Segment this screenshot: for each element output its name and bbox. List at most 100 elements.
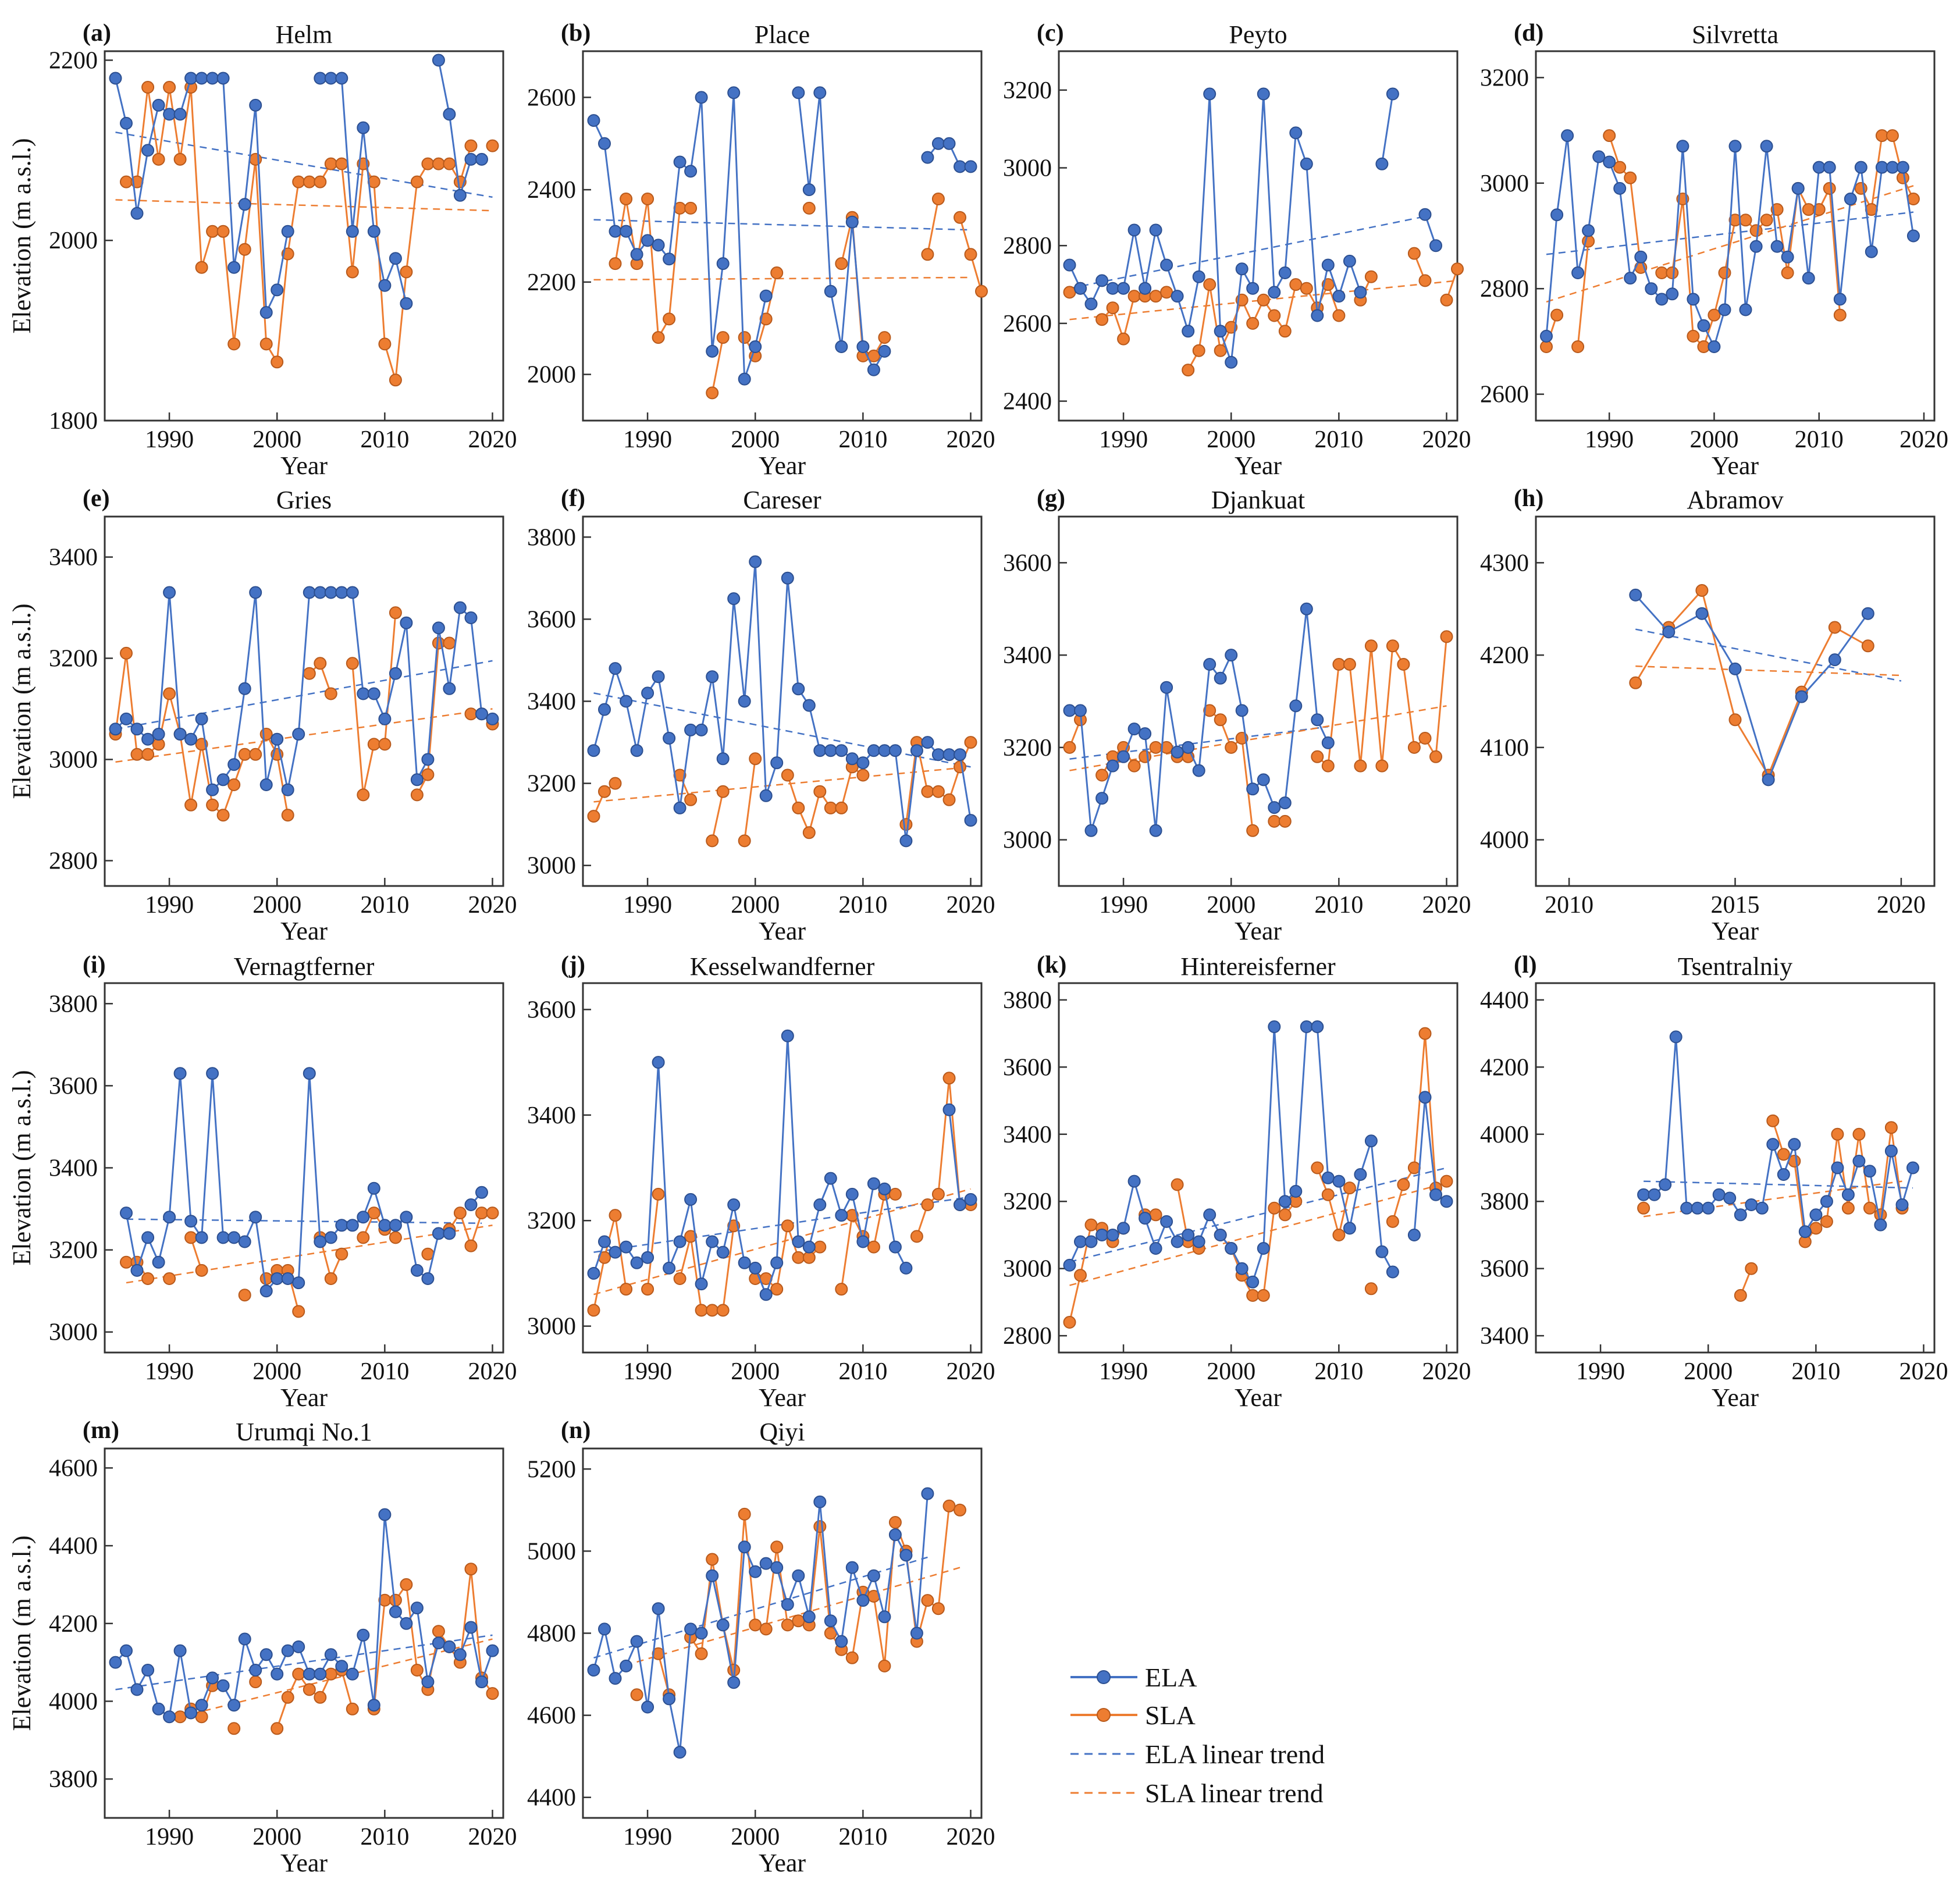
ela-point xyxy=(1139,727,1152,741)
ela-point xyxy=(238,1235,251,1248)
sla-point xyxy=(931,193,945,205)
sla-point xyxy=(716,1304,730,1317)
ela-point xyxy=(1629,588,1642,602)
x-tick-label: 2020 xyxy=(946,1358,995,1385)
sla-point xyxy=(303,1683,316,1696)
x-tick-label: 2000 xyxy=(252,1824,301,1850)
ela-point xyxy=(856,756,870,770)
ela-point xyxy=(1874,1218,1887,1232)
sla-point xyxy=(1192,344,1205,357)
ela-point xyxy=(1669,1030,1682,1044)
sla-point xyxy=(1906,193,1920,205)
sla-point xyxy=(1863,1201,1876,1215)
ela-point xyxy=(443,1640,456,1653)
y-tick-label: 3000 xyxy=(49,1319,98,1346)
ela-point xyxy=(609,1672,622,1685)
ela-point xyxy=(1823,161,1836,174)
sla-point xyxy=(410,175,424,188)
sla-point xyxy=(1139,750,1152,763)
sla-point xyxy=(1182,364,1195,377)
sla-point xyxy=(1766,1114,1780,1127)
ela-point xyxy=(641,234,654,247)
sla-point xyxy=(1739,213,1752,227)
ela-point xyxy=(630,248,643,261)
sla-point xyxy=(259,728,273,741)
sla-point xyxy=(878,1659,891,1672)
ela-point xyxy=(367,1699,380,1712)
ela-point xyxy=(1906,229,1920,243)
sla-point xyxy=(641,1283,654,1296)
sla-point xyxy=(1386,1215,1399,1228)
ela-point xyxy=(1624,272,1637,285)
x-tick-label: 2020 xyxy=(468,1358,517,1385)
ela-point xyxy=(1095,792,1109,805)
ela-point xyxy=(609,662,622,675)
ela-point xyxy=(1386,87,1399,101)
sla-point xyxy=(835,1283,848,1296)
ela-point xyxy=(813,1198,827,1211)
ela-point xyxy=(942,1103,956,1116)
ela-point xyxy=(695,1277,708,1291)
ela-point xyxy=(1865,245,1878,258)
ela-point xyxy=(663,1692,676,1706)
ela-point xyxy=(824,1614,837,1628)
ela-point xyxy=(1127,723,1141,736)
sla-point xyxy=(1063,741,1076,754)
legend-item-sla: SLA xyxy=(1070,1700,1196,1730)
ela-point xyxy=(109,72,122,85)
ela-point xyxy=(1418,1091,1432,1104)
ela-point xyxy=(1149,223,1162,237)
sla-point xyxy=(1289,278,1303,291)
sla-point xyxy=(663,312,676,326)
y-tick-label: 3400 xyxy=(49,1155,98,1182)
ela-point xyxy=(888,1528,902,1542)
y-tick-label: 2600 xyxy=(527,84,576,111)
sla-trend-line xyxy=(593,276,971,281)
y-tick-label: 3800 xyxy=(1003,987,1052,1014)
ela-point xyxy=(1844,193,1857,205)
ela-series xyxy=(587,555,977,848)
ela-series xyxy=(1063,87,1442,369)
ela-point xyxy=(878,744,891,757)
sla-point xyxy=(609,777,622,790)
sla-trend-line xyxy=(1069,705,1447,771)
sla-point xyxy=(464,139,478,152)
panel-djankuat: 1990 2000 2010 2020 3000 3200 3400 3600 (g) Djank… xyxy=(1003,485,1471,945)
sla-point xyxy=(1268,309,1281,322)
ela-point xyxy=(1788,1138,1801,1151)
ela-point xyxy=(1655,293,1669,306)
sla-point xyxy=(1440,630,1453,643)
ela-point xyxy=(259,1648,273,1661)
ela-point xyxy=(281,1644,294,1657)
sla-point xyxy=(1760,213,1773,227)
sla-point xyxy=(1332,1229,1346,1241)
ela-line xyxy=(797,92,885,372)
ela-point xyxy=(878,344,891,358)
plot-frame xyxy=(1535,982,1936,1354)
sla-point xyxy=(738,1507,751,1521)
y-tick-label: 2000 xyxy=(49,227,98,254)
ela-point xyxy=(1695,607,1709,620)
panel-kesselwandferner: 1990 2000 2010 2020 3000 3200 3400 3600 (j) Kesse… xyxy=(527,952,995,1412)
sla-point xyxy=(1063,286,1076,299)
sla-point xyxy=(1550,308,1564,322)
ela-point xyxy=(130,723,144,736)
y-tick-label: 3600 xyxy=(527,606,576,633)
ela-point xyxy=(587,744,600,757)
ela-point xyxy=(1225,355,1238,369)
ela-point xyxy=(378,712,392,725)
ela-point xyxy=(346,1667,359,1681)
ela-point xyxy=(1739,303,1752,316)
sla-point xyxy=(684,793,698,806)
x-tick-label: 2010 xyxy=(838,892,887,919)
ela-point xyxy=(706,1569,719,1582)
sla-point xyxy=(389,1231,402,1244)
x-tick-label: 2020 xyxy=(468,1824,517,1850)
sla-point xyxy=(184,1231,198,1244)
y-axis-label: Elevation (m a.s.l.) xyxy=(8,1070,36,1265)
ela-point xyxy=(432,1227,445,1240)
sla-point xyxy=(921,248,934,261)
plot-frame xyxy=(582,50,983,422)
sla-point xyxy=(620,1283,633,1296)
ela-point xyxy=(663,252,676,266)
